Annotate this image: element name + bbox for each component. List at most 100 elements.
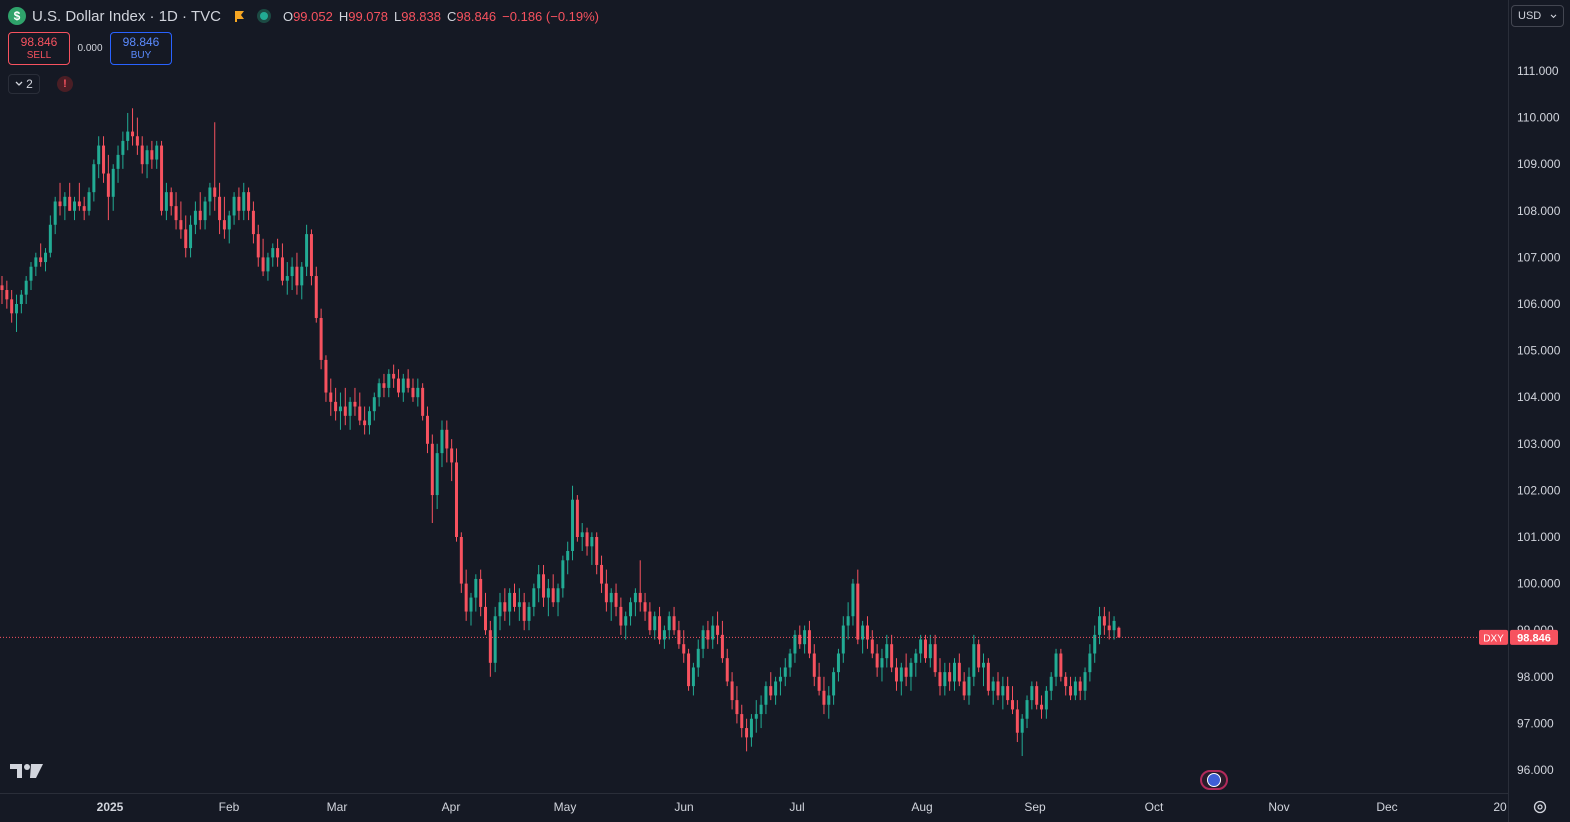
candle: [24, 276, 28, 304]
candle-body: [309, 234, 313, 277]
candle-body: [836, 653, 840, 673]
candle-body: [160, 145, 164, 211]
candle: [430, 434, 434, 524]
time-tick-label: 20: [1493, 800, 1507, 814]
candle-body: [348, 401, 352, 416]
candle: [68, 182, 72, 211]
candle-body: [324, 359, 328, 393]
candle-body: [575, 499, 579, 537]
candle: [280, 243, 284, 286]
buy-button[interactable]: 98.846 BUY: [110, 32, 172, 65]
us-flag-event-icon[interactable]: [1200, 770, 1228, 790]
candle-body: [479, 578, 483, 607]
warning-icon[interactable]: !: [57, 76, 73, 92]
candle-body: [24, 280, 28, 295]
candle-body: [764, 686, 768, 705]
price-tag-symbol: DXY: [1483, 633, 1504, 644]
candle-body: [406, 378, 410, 388]
open-label: O: [282, 8, 294, 24]
candle: [537, 564, 541, 603]
candle-body: [237, 196, 241, 211]
candle: [440, 420, 444, 468]
candle: [832, 667, 836, 705]
candle: [696, 639, 700, 677]
candle: [861, 620, 865, 654]
price-tick-label: 110.000: [1517, 111, 1560, 125]
candle: [193, 201, 197, 235]
candle: [334, 387, 338, 421]
price-tick-label: 108.000: [1517, 204, 1561, 218]
candle-body: [682, 644, 686, 654]
candle: [116, 145, 120, 183]
price-tick-label: 102.000: [1517, 483, 1561, 497]
candle: [329, 378, 333, 416]
candle: [227, 210, 231, 244]
candle-body: [566, 550, 570, 561]
candle-body: [247, 192, 251, 211]
candle: [276, 238, 280, 267]
candle: [793, 630, 797, 663]
dollar-icon[interactable]: $: [8, 7, 26, 25]
candle-body: [392, 373, 396, 379]
settings-icon[interactable]: [1530, 797, 1550, 817]
sell-button[interactable]: 98.846 SELL: [8, 32, 70, 65]
candle-body: [561, 560, 565, 589]
tradingview-logo[interactable]: [10, 762, 44, 786]
candle-body: [991, 681, 995, 691]
indicators-toggle[interactable]: 2: [8, 74, 40, 94]
candle: [343, 387, 347, 426]
candle: [106, 154, 110, 221]
live-dot-icon: [256, 9, 271, 23]
candle-body: [169, 192, 173, 207]
candle: [851, 578, 855, 626]
candle-body: [522, 602, 526, 621]
candle-body: [469, 597, 473, 612]
spread-value: 0.000: [77, 43, 103, 54]
candle: [952, 658, 956, 691]
candle: [1054, 648, 1058, 687]
candle: [184, 215, 188, 258]
candle: [788, 648, 792, 677]
candle-body: [986, 662, 990, 691]
candle-body: [459, 537, 463, 584]
candle: [778, 667, 782, 696]
candle: [658, 606, 662, 645]
candle: [619, 597, 623, 635]
candle-body: [556, 588, 560, 603]
candle: [372, 392, 376, 421]
candle-body: [952, 662, 956, 682]
price-tick-label: 104.000: [1517, 390, 1561, 404]
candle: [595, 532, 599, 575]
candle: [701, 625, 705, 659]
candle: [730, 672, 734, 710]
candle-body: [609, 592, 613, 603]
candle-body: [1059, 653, 1063, 677]
candle: [363, 406, 367, 435]
candle: [982, 653, 986, 687]
candle-body: [290, 266, 294, 277]
candle-body: [314, 276, 318, 318]
candle-body: [841, 625, 845, 654]
candle: [846, 602, 850, 640]
candle: [919, 634, 923, 663]
symbol-title[interactable]: U.S. Dollar Index · 1D · TVC: [32, 7, 221, 25]
candle: [285, 262, 289, 295]
candle-body: [242, 192, 246, 211]
candle-body: [401, 378, 405, 393]
candle-body: [571, 499, 575, 551]
candle: [29, 262, 33, 291]
candle: [401, 373, 405, 402]
candle-body: [126, 131, 130, 141]
candle: [34, 252, 38, 277]
candle: [542, 564, 546, 607]
candle: [319, 308, 323, 370]
flag-icon[interactable]: [233, 10, 245, 22]
candle: [865, 616, 869, 649]
candle: [556, 583, 560, 617]
candle: [77, 182, 81, 211]
time-tick-label: Jun: [674, 800, 693, 814]
candle-body: [667, 616, 671, 631]
candle: [928, 634, 932, 668]
currency-select[interactable]: USD: [1511, 5, 1564, 27]
